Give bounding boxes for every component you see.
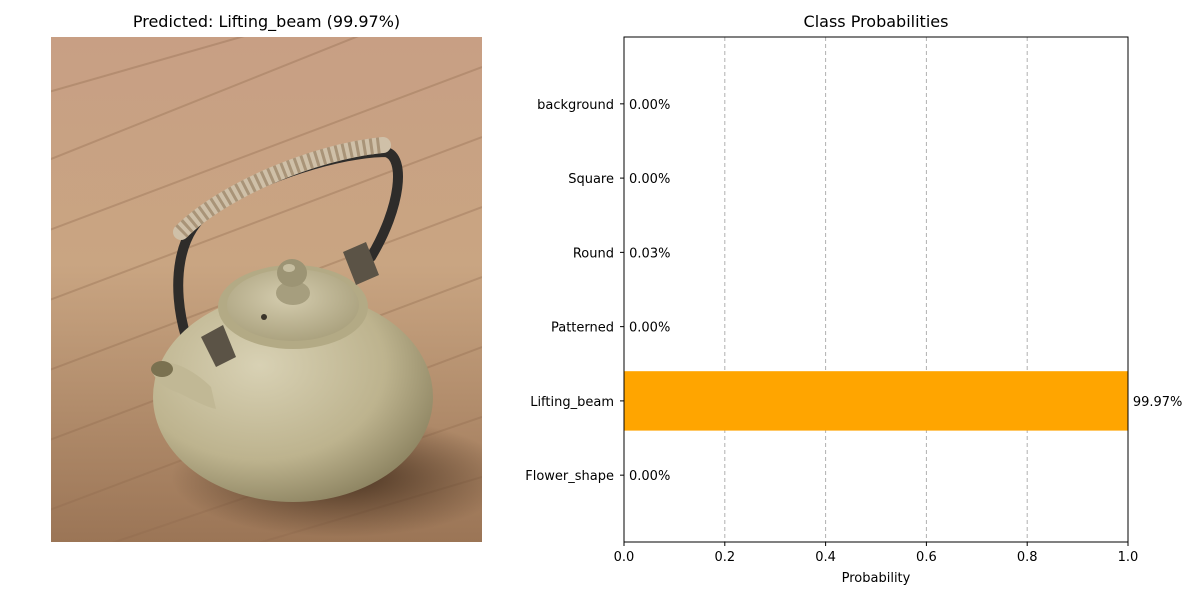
x-tick-label: 0.2: [714, 550, 735, 565]
x-tick-label: 0.8: [1017, 550, 1038, 565]
value-label: 0.00%: [629, 172, 670, 187]
x-tick-label: 1.0: [1118, 550, 1139, 565]
chart-title: Class Probabilities: [803, 12, 949, 31]
grid-lines: [724, 37, 1028, 542]
prediction-title: Predicted: Lifting_beam (99.97%): [132, 12, 401, 31]
bar-lifting_beam: [624, 371, 1128, 431]
value-label: 0.00%: [629, 98, 670, 113]
value-label: 99.97%: [1133, 395, 1183, 410]
value-label: 0.00%: [629, 469, 670, 484]
y-tick-label: Flower_shape: [525, 469, 614, 484]
y-tick-label: Round: [573, 246, 614, 261]
x-axis-label: Probability: [842, 571, 911, 586]
x-tick-label: 0.0: [614, 550, 635, 565]
x-axis-ticks: 0.0 0.2 0.4 0.6 0.8 1.0: [614, 542, 1139, 565]
plot-frame: [623, 36, 1129, 543]
value-label: 0.00%: [629, 321, 670, 336]
x-tick-label: 0.4: [815, 550, 836, 565]
value-label: 0.03%: [629, 246, 670, 261]
y-tick-label: Lifting_beam: [530, 395, 614, 410]
bars: [624, 222, 1128, 431]
y-tick-label: Patterned: [551, 321, 614, 336]
y-axis-ticks: Flower_shape Lifting_beam Patterned Round Sq…: [525, 98, 624, 484]
value-labels: 0.00% 99.97% 0.00% 0.03% 0.00% 0.00%: [629, 98, 1182, 484]
x-tick-label: 0.6: [916, 550, 937, 565]
y-tick-label: Square: [568, 172, 614, 187]
teapot-illustration: [51, 37, 482, 542]
y-tick-label: background: [537, 98, 614, 113]
teapot-photo: [51, 37, 482, 542]
